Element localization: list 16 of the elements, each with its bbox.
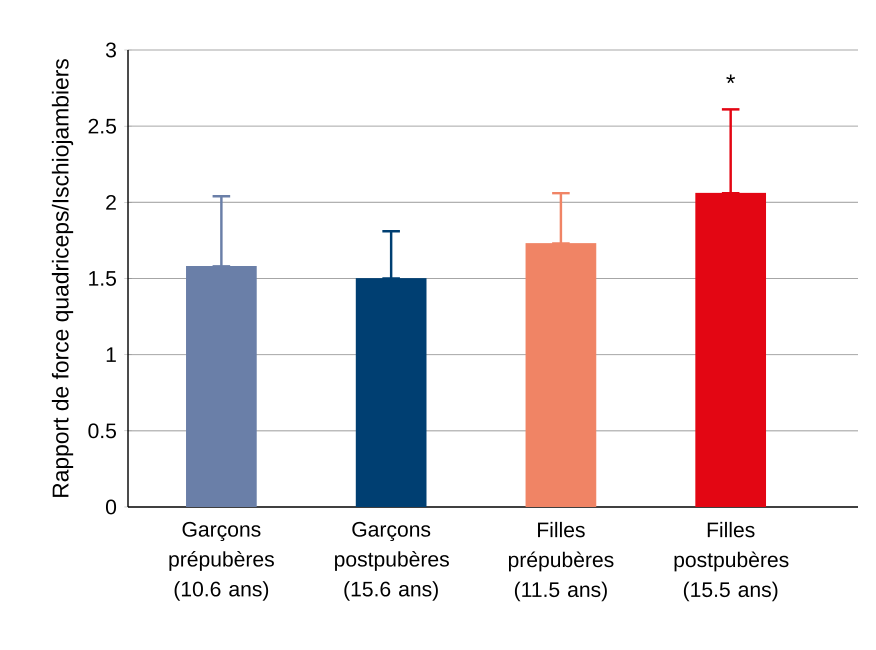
y-tick-label: 2 [106,194,116,210]
bar [186,266,257,507]
x-tick-label: Garçons prépubères (10.6 ans) [169,522,274,601]
x-tick-label: Garçons postpubères (15.6 ans) [334,522,449,601]
y-tick-label: 2.5 [88,118,116,134]
y-tick-label: 3 [106,42,116,58]
bar [695,192,766,507]
y-tick-label: 1.5 [89,271,116,286]
bar [356,278,426,507]
x-tick-label: Filles postpubères (15.5 ans) [674,522,788,602]
y-tick-label: 0 [106,500,116,514]
x-tick-label: Filles prépubères (11.5 ans) [508,522,614,602]
y-tick-label: 0.5 [88,423,116,438]
y-tick-label: 1 [106,347,116,362]
y-axis-title: Rapport de force quadriceps/Ischiojambiers [52,59,74,497]
annotation: * [726,74,736,84]
